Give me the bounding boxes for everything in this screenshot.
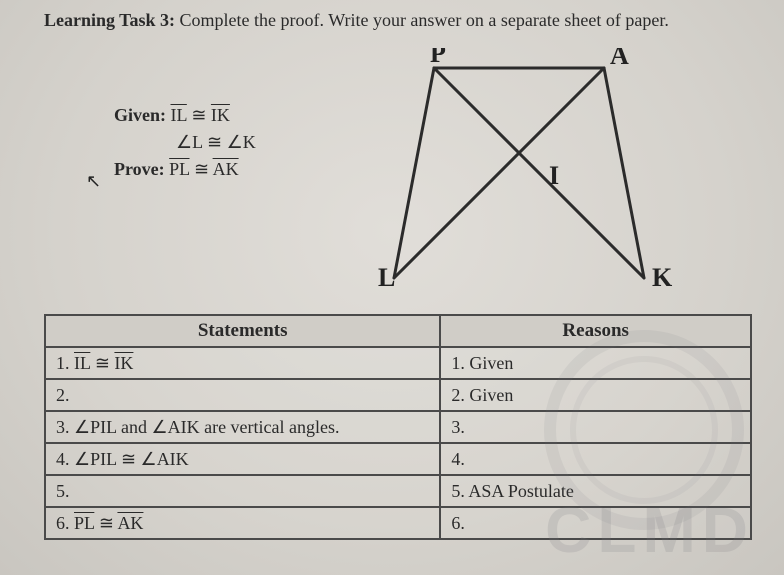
given1-right: IK	[211, 105, 230, 125]
given2-left: ∠L	[176, 132, 202, 152]
table-row: 3. ∠PIL and ∠AIK are vertical angles.3.	[45, 411, 751, 443]
prove-line: Prove: PL ≅ AK	[114, 156, 344, 183]
cursor-icon: ↖	[86, 168, 101, 195]
figure-svg: P A I L K	[374, 48, 684, 308]
reason-cell: 3.	[440, 411, 751, 443]
given-line-2: ∠L ≅ ∠K	[114, 129, 344, 156]
statement-cell: 1. IL ≅ IK	[45, 347, 440, 379]
proof-table: Statements Reasons 1. IL ≅ IK1. Given2.2…	[44, 314, 752, 540]
table-row: 1. IL ≅ IK1. Given	[45, 347, 751, 379]
svg-text:K: K	[652, 263, 673, 292]
table-row: 6. PL ≅ AK6.	[45, 507, 751, 539]
given-label: Given:	[114, 105, 166, 125]
task-text: Complete the proof. Write your answer on…	[180, 10, 669, 30]
prove-right: AK	[213, 159, 239, 179]
table-row: 4. ∠PIL ≅ ∠AIK4.	[45, 443, 751, 475]
statement-cell: 4. ∠PIL ≅ ∠AIK	[45, 443, 440, 475]
reason-cell: 1. Given	[440, 347, 751, 379]
given-prove-block: Given: IL ≅ IK ∠L ≅ ∠K Prove: PL ≅ AK ↖	[44, 48, 344, 308]
svg-text:L: L	[378, 263, 395, 292]
given1-op: ≅	[191, 105, 206, 125]
worksheet-page: Learning Task 3: Complete the proof. Wri…	[0, 0, 784, 575]
given1-left: IL	[171, 105, 187, 125]
given2-op: ≅	[207, 132, 222, 152]
task-heading: Learning Task 3: Complete the proof. Wri…	[44, 8, 756, 32]
reason-cell: 4.	[440, 443, 751, 475]
given-line-1: Given: IL ≅ IK	[114, 102, 344, 129]
statement-cell: 6. PL ≅ AK	[45, 507, 440, 539]
table-row: 2.2. Given	[45, 379, 751, 411]
given2-right: ∠K	[227, 132, 256, 152]
geometry-figure: P A I L K	[344, 48, 756, 308]
table-header-row: Statements Reasons	[45, 315, 751, 347]
statement-cell: 3. ∠PIL and ∠AIK are vertical angles.	[45, 411, 440, 443]
table-row: 5.5. ASA Postulate	[45, 475, 751, 507]
svg-text:I: I	[549, 161, 559, 190]
svg-text:A: A	[610, 48, 629, 70]
prove-label: Prove:	[114, 159, 165, 179]
prove-left: PL	[169, 159, 189, 179]
reason-cell: 6.	[440, 507, 751, 539]
reason-cell: 2. Given	[440, 379, 751, 411]
svg-text:P: P	[430, 48, 446, 68]
statement-cell: 5.	[45, 475, 440, 507]
statement-cell: 2.	[45, 379, 440, 411]
reason-cell: 5. ASA Postulate	[440, 475, 751, 507]
header-reasons: Reasons	[440, 315, 751, 347]
task-label: Learning Task 3:	[44, 10, 175, 30]
prove-op: ≅	[194, 159, 209, 179]
header-statements: Statements	[45, 315, 440, 347]
mid-row: Given: IL ≅ IK ∠L ≅ ∠K Prove: PL ≅ AK ↖ …	[44, 48, 756, 308]
